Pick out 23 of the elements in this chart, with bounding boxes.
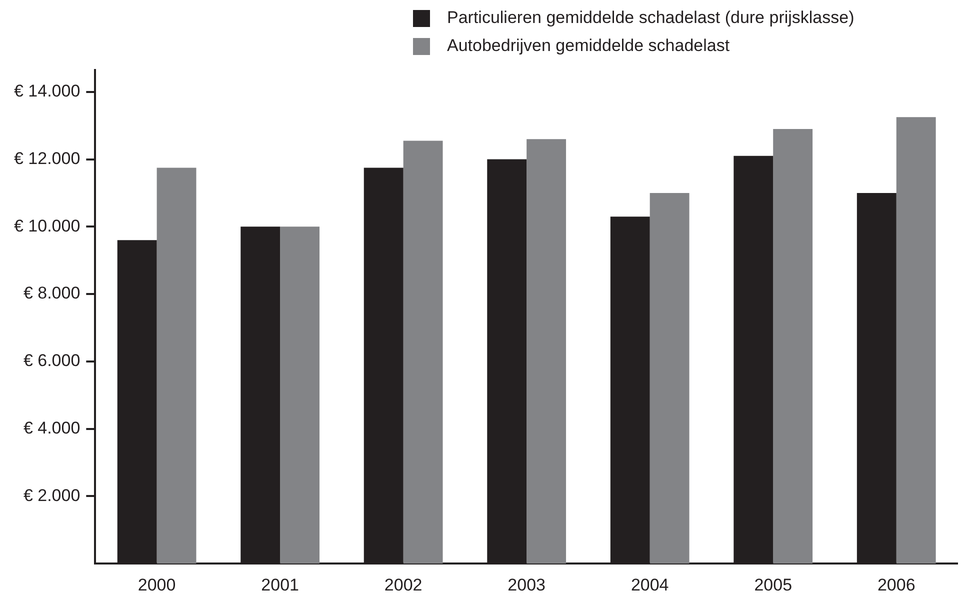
x-tick-label: 2003 — [508, 575, 546, 594]
y-tick-label: € 12.000 — [14, 148, 80, 168]
y-tick-label: € 10.000 — [14, 216, 80, 236]
x-tick-label: 2000 — [138, 575, 176, 594]
y-tick-label: € 14.000 — [14, 82, 80, 101]
x-tick-label: 2004 — [630, 575, 669, 594]
y-tick-label: € 2.000 — [23, 486, 80, 505]
y-tick-label: € 6.000 — [23, 351, 80, 370]
x-tick-label: 2001 — [261, 575, 299, 594]
bar — [403, 140, 443, 564]
legend-label: Autobedrijven gemiddelde schadelast — [447, 36, 730, 56]
y-tick-label: € 8.000 — [23, 284, 80, 303]
y-tick-label: € 4.000 — [23, 418, 80, 438]
x-tick-label: 2006 — [877, 575, 916, 594]
bar — [650, 192, 690, 564]
bar — [280, 226, 320, 564]
bar — [773, 128, 813, 564]
x-tick-label: 2002 — [384, 575, 422, 594]
x-tick-label: 2005 — [754, 575, 792, 594]
bar — [896, 117, 936, 564]
legend-label: Particulieren gemiddelde schadelast (dure prijsklasse) — [447, 8, 854, 28]
bar — [156, 168, 196, 564]
bar — [526, 139, 566, 564]
